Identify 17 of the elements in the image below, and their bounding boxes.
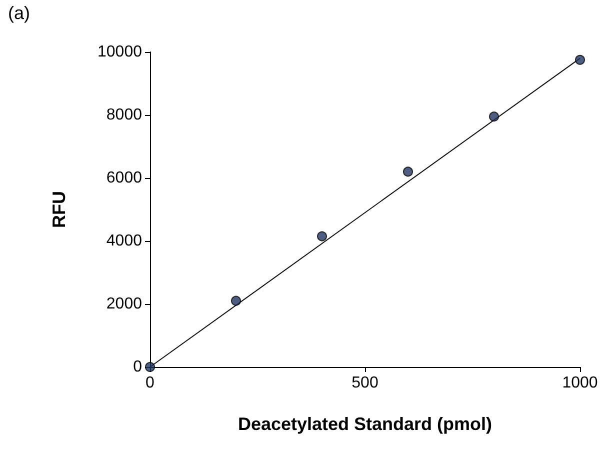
text: (a)	[8, 3, 30, 23]
y-axis-title: RFU	[49, 191, 69, 228]
y-tick-label: 0	[133, 358, 142, 376]
y-tick-label: 10000	[98, 44, 142, 60]
y-tick-label: 4000	[106, 232, 142, 250]
point	[403, 166, 413, 177]
x-tick-label: 1000	[562, 374, 598, 392]
y-tick-label: 2000	[106, 296, 142, 312]
point	[575, 54, 585, 65]
x-axis-title: Deacetylated Standard (pmol)	[238, 414, 492, 434]
point	[231, 296, 241, 306]
point	[489, 112, 499, 122]
x-tick-label: 0	[146, 374, 155, 392]
y-tick-label: 8000	[106, 106, 142, 124]
x-tick-label: 500	[352, 374, 378, 392]
y-tick-label: 6000	[106, 170, 142, 186]
point	[317, 231, 327, 242]
